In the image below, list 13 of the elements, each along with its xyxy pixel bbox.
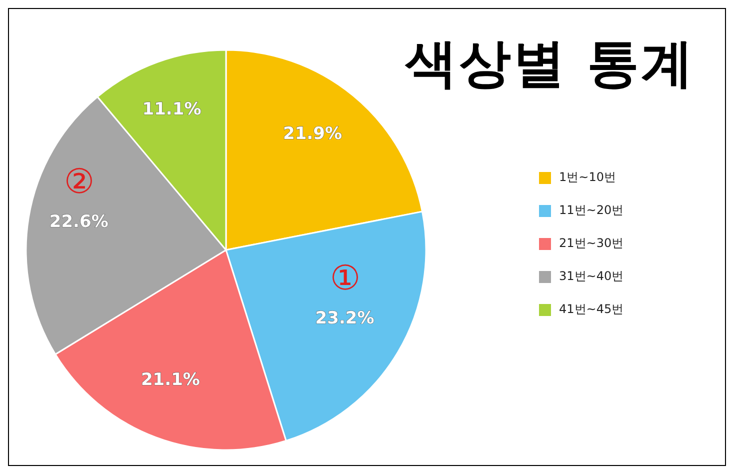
text: ① xyxy=(330,258,360,299)
text: ② xyxy=(64,162,94,202)
data-label: 21.9% xyxy=(283,124,342,144)
legend-label: 21번~30번 xyxy=(558,235,624,252)
data-label: 21.1% xyxy=(140,370,200,390)
legend-label: 41번~45번 xyxy=(558,301,624,318)
legend-label: 1번~10번 xyxy=(558,169,617,186)
legend-label: 11번~20번 xyxy=(558,202,624,219)
legend-label: 31번~40번 xyxy=(558,268,624,285)
chart-title: 색상별 통계 xyxy=(404,33,695,96)
data-label: 22.6% xyxy=(49,212,108,232)
data-label: 23.2% xyxy=(315,308,374,329)
data-label: 11.1% xyxy=(142,100,202,120)
